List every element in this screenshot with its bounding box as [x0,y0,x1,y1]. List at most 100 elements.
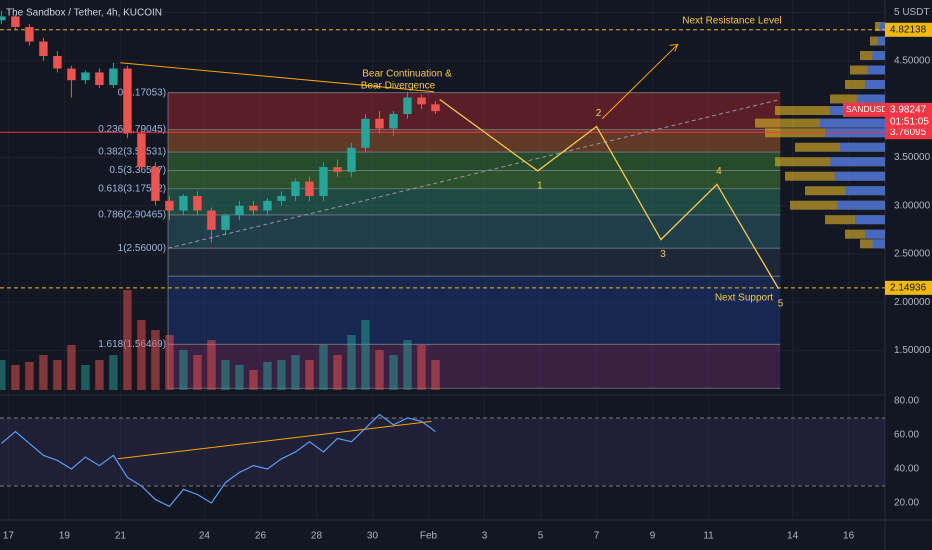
volume-bar [207,340,216,390]
candle-body [319,167,328,197]
volume-profile-bar [830,157,885,167]
wave-path [439,98,780,290]
chart-title: The Sandbox / Tether, 4h, KUCOIN [6,8,162,19]
volume-bar [179,350,188,390]
fib-band [168,92,781,130]
volume-bar [319,345,328,390]
current-symbol: SANDUSDT [846,104,893,114]
candle-body [291,181,300,197]
volume-bar [81,365,90,390]
annotation: Bear Continuation & [362,69,452,80]
candle-body [263,200,272,211]
candle-body [151,167,160,201]
x-tick-label: 30 [367,531,379,542]
annotation: Next Resistance Level [682,16,782,27]
y-tick-label: 3.00000 [894,200,931,211]
fib-band [168,188,781,215]
volume-bar [333,355,342,390]
volume-bar [235,365,244,390]
price-tag-label: 4.82138 [890,24,927,35]
candle-body [403,97,412,114]
fib-label: 1(2.56000) [118,243,166,254]
volume-bar [193,355,202,390]
candle-body [137,133,146,168]
rsi-line [1,413,436,508]
volume-profile-bar [837,200,885,210]
candle-body [361,118,370,148]
candle-body [25,27,34,42]
volume-profile-bar [872,239,885,249]
volume-bar [277,360,286,390]
volume-profile-bar [880,22,885,32]
y-tick-label: 3.50000 [894,152,931,163]
candle-body [305,181,314,197]
volume-profile-bar [867,65,885,75]
volume-bar [417,345,426,390]
volume-profile-bar [865,229,885,239]
fib-label: 0.236(3.79045) [98,124,166,135]
x-tick-label: Feb [420,531,438,542]
candle-body [11,16,20,28]
fib-band [168,276,781,345]
price-tag-label: 3.76095 [890,127,927,138]
candle-body [95,72,104,85]
volume-bar [123,290,132,390]
x-tick-label: 7 [594,531,600,542]
price-tag [885,280,932,295]
volume-bar [361,320,370,390]
rsi-tick-label: 80.00 [894,396,919,407]
volume-profile-bar [835,171,885,181]
x-tick-label: 3 [482,531,488,542]
arrow-head [669,43,679,52]
x-tick-label: 9 [650,531,656,542]
x-tick-label: 19 [59,531,71,542]
wave-label: 5 [778,298,784,309]
y-tick-label: 1.50000 [894,345,931,356]
candle-body [165,200,174,211]
x-tick-label: 16 [843,531,855,542]
y-tick-label: 5 USDT [894,7,930,18]
x-tick-label: 21 [115,531,127,542]
y-tick-label: 2.00000 [894,297,931,308]
volume-bar [11,365,20,390]
volume-bar [431,360,440,390]
volume-profile-bar [840,142,885,152]
candle-body [81,72,90,81]
rsi-band [0,417,885,486]
fib-band [168,248,781,277]
y-tick-label: 4.50000 [894,55,931,66]
y-tick-label: 2.50000 [894,249,931,260]
price-tag-label: 2.14936 [890,283,927,294]
candle-body [375,118,384,129]
x-tick-label: 5 [538,531,544,542]
fib-band [168,214,781,249]
volume-bar [403,340,412,390]
divergence-line [120,62,435,93]
fib-label: 0.5(3.36527) [109,165,166,176]
x-tick-label: 14 [787,531,799,542]
candle-body [193,196,202,211]
volume-bar [221,360,230,390]
volume-profile-bar [877,36,885,46]
rsi-tick-label: 60.00 [894,430,919,441]
resistance-arrow [601,44,679,120]
current-tag [843,102,885,117]
volume-bar [249,370,258,390]
wave-label: 2 [596,108,602,119]
fib-band [168,170,781,189]
candle-body [389,113,398,129]
wave-label: 4 [716,166,722,177]
volume-bar [137,320,146,390]
volume-bar [0,360,6,390]
volume-profile-bar [855,215,885,225]
countdown: 01:51:05 [890,116,929,127]
rsi-tick-label: 40.00 [894,464,919,475]
volume-bar [347,335,356,390]
volume-profile-bar [845,186,885,196]
volume-profile-bar [857,94,885,104]
candle-body [235,205,244,216]
volume-profile-bar [865,79,885,89]
